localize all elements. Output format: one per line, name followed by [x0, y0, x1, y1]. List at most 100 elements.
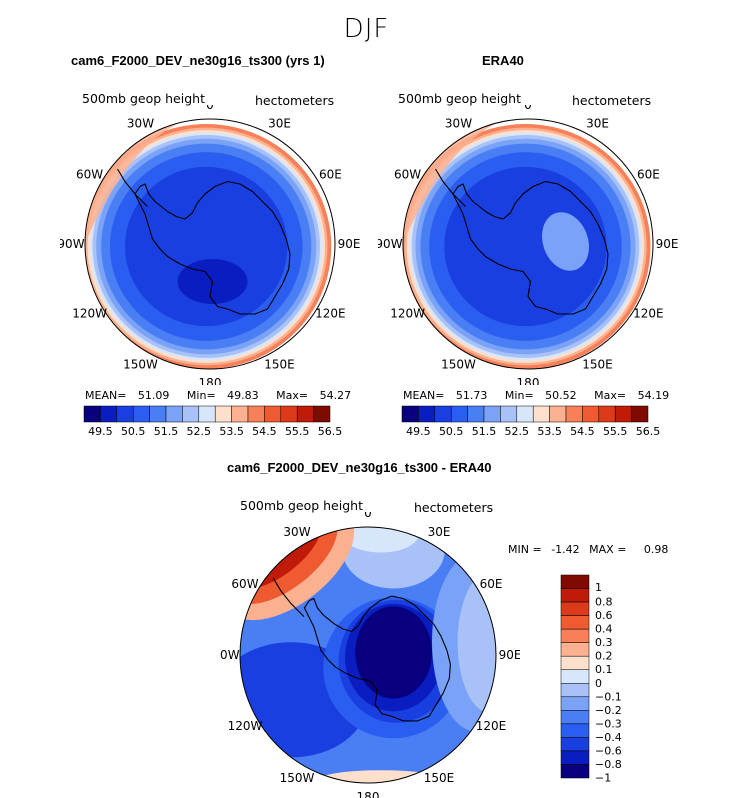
colorbar-swatch [116, 405, 134, 423]
lon-label-150w: 150W [123, 357, 158, 371]
lon-label-0: 0 [364, 512, 372, 520]
colorbar-swatch [560, 737, 590, 752]
diff-colorbar: 1 0.80.60.40.30.20.10−0.1−0.2−0.3−0.4−0.6… [560, 574, 622, 785]
obs-polar-map: 0 30E 60E 90E 120E 150E 180 150W 120W 90W 60W 30W [378, 105, 678, 385]
lon-label-30w: 30W [283, 525, 310, 539]
colorbar-swatch [614, 405, 632, 423]
colorbar-tick-label: −0.3 [595, 717, 622, 730]
diff-band-zero-north [342, 527, 420, 553]
lon-label-120e: 120E [633, 307, 664, 321]
lon-label-90e: 90E [338, 237, 360, 251]
obs-max-label: Max= [594, 389, 627, 402]
colorbar-swatch [483, 405, 501, 423]
contour-band-50p5-min [484, 266, 585, 322]
obs-variable-label: 500mb geop height [398, 91, 521, 106]
colorbar-tick-label: 50.5 [121, 425, 146, 438]
colorbar-tick-label: 54.5 [570, 425, 595, 438]
model-units-label: hectometers [255, 93, 335, 108]
colorbar-swatch [313, 405, 331, 423]
obs-mean-label: MEAN= [403, 389, 445, 402]
model-mean-value: 51.09 [137, 389, 170, 402]
colorbar-swatch [560, 642, 590, 657]
colorbar-tick-label: 51.5 [154, 425, 179, 438]
colorbar-tick-label: 55.5 [285, 425, 310, 438]
map-boundary [84, 118, 336, 370]
lon-label-150e: 150E [264, 357, 295, 371]
model-min-label: Min= [186, 389, 216, 402]
model-max-label: Max= [276, 389, 309, 402]
diff-min-value: -1.42 [551, 543, 580, 556]
obs-panel-title: ERA40 [482, 53, 524, 68]
lon-label-90e: 90E [656, 237, 678, 251]
lon-label-180: 180 [199, 376, 222, 385]
colorbar-swatch [560, 574, 590, 589]
lon-label-150e: 150E [582, 357, 613, 371]
colorbar-tick-label: 1 [595, 581, 602, 594]
colorbar-swatch [83, 405, 101, 423]
diff-stats: MIN = -1.42 MAX = 0.98 [508, 543, 668, 556]
model-mean-label: MEAN= [85, 389, 127, 402]
lon-label-120e: 120E [476, 719, 507, 733]
colorbar-swatch [598, 405, 616, 423]
obs-colorbar: 49.5 50.5 51.5 52.5 53.5 54.5 55.5 56.5 [401, 405, 661, 438]
lon-label-150e: 150E [424, 771, 455, 785]
colorbar-swatch [560, 710, 590, 725]
colorbar-tick-label: 50.5 [439, 425, 464, 438]
model-panel-title: cam6_F2000_DEV_ne30g16_ts300 (yrs 1) [71, 53, 325, 68]
lon-label-90e: 90E [499, 648, 520, 662]
colorbar-swatch [549, 405, 567, 423]
antarctic-peninsula [435, 168, 466, 207]
colorbar-tick-label: −0.2 [595, 704, 622, 717]
colorbar-swatch [214, 405, 232, 423]
colorbar-swatch [560, 628, 590, 643]
colorbar-swatch [560, 696, 590, 711]
colorbar-tick-label: 51.5 [472, 425, 497, 438]
colorbar-tick-label: 0 [595, 677, 602, 690]
colorbar-swatch [401, 405, 419, 423]
antarctic-peninsula [117, 168, 148, 207]
colorbar-swatch [247, 405, 265, 423]
colorbar-tick-label: 52.5 [505, 425, 530, 438]
antarctica-coastline [303, 595, 451, 722]
colorbar-swatch [500, 405, 518, 423]
lon-label-120w: 120W [390, 307, 425, 321]
lon-label-120w: 120W [72, 307, 107, 321]
lon-label-30e: 30E [268, 117, 291, 131]
contour-band-high-30w-60w [403, 119, 516, 238]
map-boundary [239, 526, 497, 784]
diff-band-minus1 [355, 606, 432, 699]
colorbar-tick-label: 49.5 [88, 425, 113, 438]
lon-label-0: 0 [524, 105, 532, 112]
colorbar-tick-label: 55.5 [603, 425, 628, 438]
colorbar-tick-label: 56.5 [636, 425, 661, 438]
lon-label-60e: 60E [637, 168, 660, 182]
diff-variable-label: 500mb geop height [240, 498, 363, 513]
colorbar-tick-label: −0.8 [595, 758, 622, 771]
lon-label-30w: 30W [445, 117, 472, 131]
lon-label-90w: 90W [60, 237, 85, 251]
obs-mean-value: 51.73 [455, 389, 488, 402]
contour-band-52-interior [541, 212, 590, 271]
colorbar-swatch [418, 405, 436, 423]
diff-max-value: 0.98 [643, 543, 669, 556]
contour-band-high-30w-60w [85, 119, 198, 238]
lon-label-150w: 150W [441, 357, 476, 371]
colorbar-tick-label: 49.5 [406, 425, 431, 438]
colorbar-swatch [560, 615, 590, 630]
antarctic-peninsula [272, 577, 305, 617]
colorbar-swatch [631, 405, 649, 423]
lon-label-60w: 60W [231, 577, 258, 591]
lon-label-60w: 60W [76, 168, 103, 182]
obs-min-value: 50.52 [545, 389, 577, 402]
lon-label-60w: 60W [394, 168, 421, 182]
lon-label-30e: 30E [586, 117, 609, 131]
colorbar-swatch [264, 405, 282, 423]
model-variable-label: 500mb geop height [82, 91, 205, 106]
diff-panel-title: cam6_F2000_DEV_ne30g16_ts300 - ERA40 [227, 460, 492, 475]
model-colorbar: 49.5 50.5 51.5 52.5 53.5 54.5 55.5 56.5 [83, 405, 343, 438]
lon-label-120w: 120W [228, 719, 263, 733]
lon-label-90w: 90W [220, 648, 240, 662]
colorbar-tick-label: 56.5 [318, 425, 343, 438]
colorbar-swatch [560, 669, 590, 684]
colorbar-tick-label: 0.6 [595, 609, 613, 622]
